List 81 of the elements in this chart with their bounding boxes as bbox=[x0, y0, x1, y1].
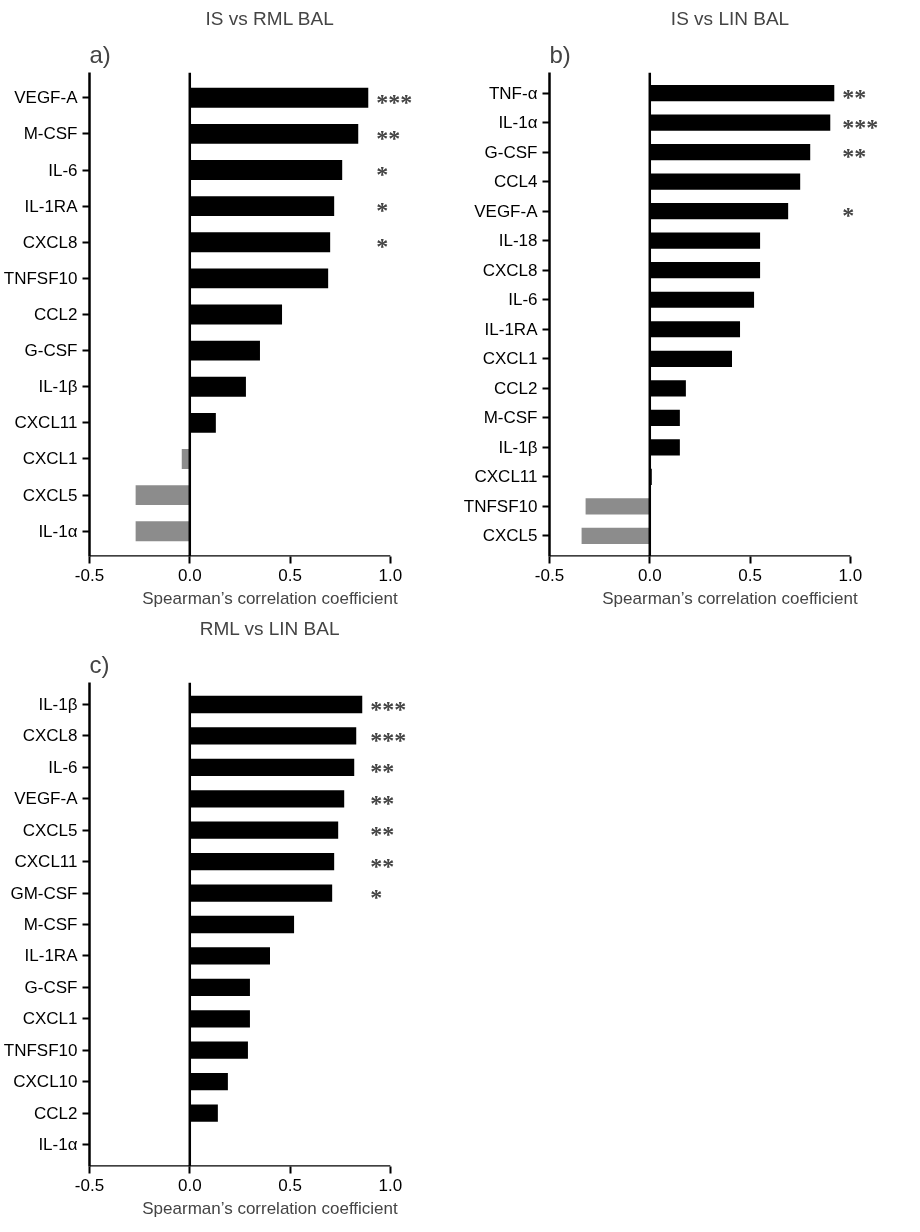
x-axis-title: Spearman’s correlation coefficient bbox=[142, 1198, 399, 1218]
x-tick-label: 1.0 bbox=[378, 1175, 403, 1195]
y-tick-label: TNF-α bbox=[488, 83, 538, 103]
y-tick-label: CXCL11 bbox=[474, 467, 538, 487]
y-tick-label: IL-1β bbox=[498, 437, 538, 457]
x-tick-label: 0.0 bbox=[637, 565, 662, 585]
x-tick-label: 0.0 bbox=[177, 1175, 202, 1195]
x-tick-label: -0.5 bbox=[534, 565, 565, 585]
y-tick-label: IL-6 bbox=[48, 757, 78, 777]
y-tick-label: IL-6 bbox=[508, 290, 538, 310]
y-tick-label: CXCL1 bbox=[22, 449, 78, 469]
x-axis-title: Spearman’s correlation coefficient bbox=[142, 588, 399, 608]
y-tick-label: CXCL8 bbox=[22, 232, 78, 252]
text: c) bbox=[89, 650, 110, 678]
data-label: ** bbox=[842, 84, 867, 111]
y-tick-label: CXCL5 bbox=[482, 526, 538, 546]
x-tick-label: 1.0 bbox=[838, 565, 863, 585]
y-tick-label: CXCL8 bbox=[22, 726, 78, 746]
y-tick-label: IL-1RA bbox=[24, 946, 79, 966]
y-tick-label: VEGF-A bbox=[14, 88, 79, 108]
data-label: ** bbox=[370, 852, 395, 879]
y-tick-label: G-CSF bbox=[24, 977, 78, 997]
y-tick-label: M-CSF bbox=[23, 915, 78, 934]
y-tick-label: CXCL10 bbox=[13, 1072, 78, 1092]
y-tick-label: VEGF-A bbox=[474, 201, 539, 221]
data-label: ** bbox=[370, 821, 395, 848]
data-label: *** bbox=[370, 726, 407, 753]
data-label: * bbox=[370, 884, 383, 911]
y-tick-label: VEGF-A bbox=[14, 789, 79, 809]
chart-title: RML vs LIN BAL bbox=[199, 617, 340, 639]
y-tick-label: IL-18 bbox=[498, 231, 538, 251]
y-tick-label: CXCL1 bbox=[482, 349, 538, 369]
y-tick-label: IL-1α bbox=[498, 113, 538, 133]
y-tick-label: IL-1RA bbox=[484, 319, 539, 339]
data-label: *** bbox=[376, 88, 413, 115]
x-tick-label: -0.5 bbox=[74, 1175, 105, 1195]
y-tick-label: IL-1RA bbox=[24, 196, 79, 216]
x-tick-label: 0.5 bbox=[278, 1175, 302, 1195]
x-tick-label: 1.0 bbox=[378, 565, 403, 585]
y-tick-label: CXCL11 bbox=[14, 852, 78, 872]
y-tick-label: CCL2 bbox=[34, 305, 78, 324]
x-axis-title: Spearman’s correlation coefficient bbox=[602, 588, 859, 608]
y-tick-label: CXCL8 bbox=[482, 260, 538, 280]
data-label: ** bbox=[370, 758, 395, 785]
text: a) bbox=[89, 40, 111, 68]
text: b) bbox=[549, 40, 571, 68]
data-label: * bbox=[842, 202, 855, 229]
data-label: ** bbox=[842, 143, 867, 170]
y-tick-label: TNFSF10 bbox=[3, 268, 78, 288]
y-tick-label: TNFSF10 bbox=[3, 1040, 78, 1060]
x-tick-label: 0.5 bbox=[738, 565, 762, 585]
y-tick-label: CXCL1 bbox=[22, 1009, 78, 1029]
y-tick-label: CXCL11 bbox=[14, 413, 78, 433]
data-label: *** bbox=[842, 113, 879, 140]
y-tick-label: TNFSF10 bbox=[463, 496, 538, 516]
y-tick-label: IL-1α bbox=[38, 1135, 78, 1154]
y-tick-label: G-CSF bbox=[484, 142, 538, 162]
data-label: *** bbox=[370, 695, 407, 722]
y-tick-label: M-CSF bbox=[483, 408, 538, 428]
y-tick-label: IL-1β bbox=[38, 377, 78, 397]
y-tick-label: G-CSF bbox=[24, 341, 78, 361]
x-tick-label: 0.0 bbox=[177, 565, 202, 585]
y-tick-label: IL-1β bbox=[38, 695, 78, 714]
y-tick-label: IL-1α bbox=[38, 521, 78, 541]
data-label: ** bbox=[370, 789, 395, 816]
y-tick-label: CCL4 bbox=[494, 172, 538, 192]
data-label: * bbox=[376, 233, 389, 260]
data-label: * bbox=[376, 197, 389, 224]
chart-title: IS vs RML BAL bbox=[205, 7, 334, 29]
y-tick-label: CXCL5 bbox=[22, 485, 78, 505]
y-tick-label: M-CSF bbox=[23, 124, 78, 144]
x-tick-label: -0.5 bbox=[74, 565, 105, 585]
y-tick-label: IL-6 bbox=[48, 160, 78, 180]
y-tick-label: GM-CSF bbox=[10, 883, 78, 903]
data-label: * bbox=[376, 161, 389, 188]
data-label: ** bbox=[376, 124, 401, 151]
x-tick-label: 0.5 bbox=[278, 565, 302, 585]
y-tick-label: CXCL5 bbox=[22, 820, 78, 840]
y-tick-label: CCL2 bbox=[494, 378, 538, 398]
y-tick-label: CCL2 bbox=[34, 1103, 78, 1123]
chart-title: IS vs LIN BAL bbox=[670, 7, 790, 29]
